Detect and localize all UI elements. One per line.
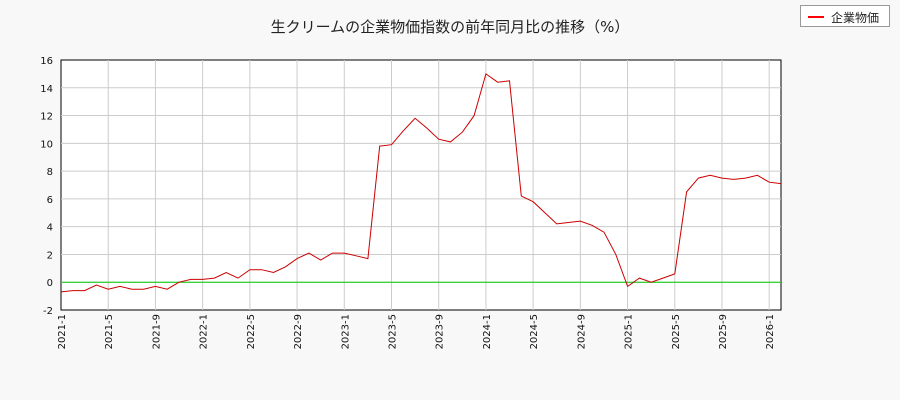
x-tick-label: 2025-5 — [671, 314, 682, 349]
y-tick-label: 4 — [47, 223, 53, 234]
x-tick-label: 2025-9 — [718, 314, 729, 349]
x-tick-label: 2021-1 — [57, 314, 68, 349]
series-layer — [60, 73, 782, 293]
x-tick-label: 2024-1 — [482, 314, 493, 349]
y-tick-label: 12 — [40, 112, 53, 123]
y-tick-label: 16 — [40, 56, 53, 67]
x-tick-label: 2026-1 — [765, 314, 776, 349]
x-tick-label: 2023-9 — [435, 314, 446, 349]
plot-area — [60, 59, 782, 311]
x-tick-label: 2022-1 — [199, 314, 210, 349]
y-tick-label: 2 — [47, 250, 53, 261]
y-tick-label: -2 — [43, 306, 53, 317]
y-tick-label: 10 — [40, 139, 53, 150]
grid — [61, 60, 781, 310]
x-tick-label: 2025-1 — [624, 314, 635, 349]
y-tick-label: 8 — [47, 167, 53, 178]
x-tick-label: 2022-9 — [293, 314, 304, 349]
legend: 企業物価 — [800, 5, 890, 27]
x-axis: 2021-1 2021-5 2021-9 2022-1 2022-5 2022-9 2023… — [57, 314, 776, 349]
x-tick-label: 2024-9 — [576, 314, 587, 349]
x-tick-label: 2022-5 — [246, 314, 257, 349]
chart-title: 生クリームの企業物価指数の前年同月比の推移（%） — [270, 18, 630, 36]
legend-swatch-icon — [808, 16, 824, 18]
y-tick-label: 0 — [47, 278, 53, 289]
x-tick-label: 2024-5 — [529, 314, 540, 349]
x-tick-label: 2023-5 — [387, 314, 398, 349]
y-tick-label: 14 — [40, 84, 53, 95]
y-axis: -2 0 2 4 6 8 10 12 14 16 — [40, 56, 53, 317]
x-tick-label: 2021-5 — [104, 314, 115, 349]
series-line — [60, 73, 782, 293]
y-tick-label: 6 — [47, 195, 53, 206]
x-tick-label: 2023-1 — [340, 314, 351, 349]
x-tick-label: 2021-9 — [151, 314, 162, 349]
legend-label: 企業物価 — [831, 11, 880, 25]
